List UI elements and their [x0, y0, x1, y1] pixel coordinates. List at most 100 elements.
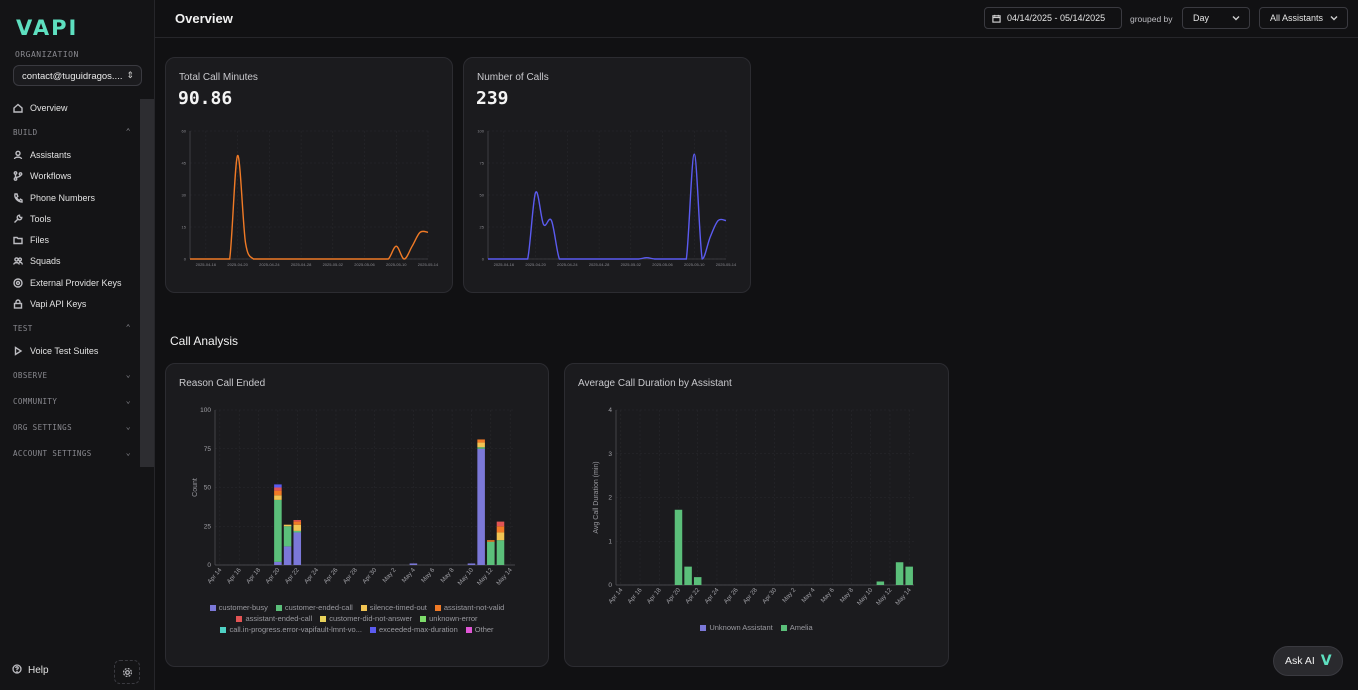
- x-tick-label: Apr 22: [284, 566, 301, 585]
- legend-row: Unknown Assistant Amelia: [569, 623, 944, 632]
- sidebar-item-label: Voice Test Suites: [30, 346, 99, 356]
- legend-item[interactable]: call.in-progress.error-vapifault-lmnt-vo…: [220, 625, 362, 634]
- sidebar-item-files[interactable]: Files: [12, 231, 49, 249]
- x-tick-label: Apr 16: [226, 566, 243, 585]
- x-tick-label: 2025-04-24: [259, 262, 280, 267]
- assistant-filter-value: All Assistants: [1270, 13, 1324, 23]
- bar-segment: [477, 439, 485, 443]
- date-range-picker[interactable]: 04/14/2025 - 05/14/2025: [984, 7, 1122, 29]
- section-observe-label: OBSERVE: [13, 371, 48, 380]
- x-tick-label: May 6: [420, 566, 437, 584]
- help-link[interactable]: Help: [12, 664, 49, 677]
- sidebar-item-label: Overview: [30, 103, 68, 113]
- x-tick-label: 2025-04-20: [227, 262, 248, 267]
- legend-swatch: [780, 624, 787, 631]
- x-tick-label: Apr 14: [206, 566, 223, 585]
- legend-item[interactable]: Unknown Assistant: [700, 623, 773, 632]
- section-build[interactable]: BUILD ⌃: [13, 127, 131, 137]
- section-test[interactable]: TEST ⌃: [13, 323, 131, 333]
- sidebar-item-workflows[interactable]: Workflows: [12, 167, 71, 185]
- legend-item[interactable]: customer-busy: [209, 603, 268, 612]
- sidebar-item-tools[interactable]: Tools: [12, 210, 51, 228]
- section-org-settings[interactable]: ORG SETTINGS ⌄: [13, 422, 131, 432]
- x-tick-label: Apr 18: [646, 586, 663, 605]
- x-tick-label: Apr 28: [342, 566, 359, 585]
- legend-item[interactable]: customer-ended-call: [275, 603, 353, 612]
- legend-label: customer-busy: [218, 603, 268, 612]
- x-tick-label: 2025-05-06: [652, 262, 673, 267]
- legend-swatch: [220, 626, 227, 633]
- y-tick-label: 50: [204, 485, 212, 492]
- date-range-value: 04/14/2025 - 05/14/2025: [1007, 13, 1106, 23]
- bar-segment: [274, 484, 282, 488]
- x-tick-label: May 14: [495, 566, 514, 586]
- grouped-by-label: grouped by: [1130, 14, 1173, 24]
- legend-label: exceeded-max-duration: [378, 625, 458, 634]
- y-tick-label: 0: [184, 257, 187, 262]
- sidebar-item-overview[interactable]: Overview: [12, 99, 68, 117]
- sidebar-item-voice-test-suites[interactable]: Voice Test Suites: [12, 342, 98, 360]
- section-org-settings-label: ORG SETTINGS: [13, 423, 72, 432]
- legend-label: assistant-not-valid: [443, 603, 505, 612]
- y-tick-label: 30: [182, 193, 187, 198]
- sidebar-item-external-provider-keys[interactable]: External Provider Keys: [12, 274, 122, 292]
- y-axis-label: Count: [192, 478, 199, 497]
- assistant-filter-select[interactable]: All Assistants: [1259, 7, 1348, 29]
- ask-ai-button[interactable]: Ask AI V: [1273, 646, 1343, 676]
- x-tick-label: Apr 22: [684, 586, 701, 605]
- avg-call-duration-chart: 0 1 2 3 4 Avg Call Duration (min) Apr 14 Apr 16…: [593, 407, 914, 607]
- x-tick-label: May 6: [820, 586, 837, 604]
- sidebar-item-assistants[interactable]: Assistants: [12, 146, 71, 164]
- legend-label: Other: [474, 625, 494, 634]
- help-circle-icon: [12, 664, 28, 677]
- x-tick-label: 2025-04-28: [589, 262, 610, 267]
- legend-item[interactable]: Other: [465, 625, 494, 634]
- sidebar-item-squads[interactable]: Squads: [12, 252, 61, 270]
- section-community[interactable]: COMMUNITY ⌄: [13, 396, 131, 406]
- chevron-down-icon: ⌄: [125, 422, 131, 431]
- y-tick-label: 25: [480, 225, 485, 230]
- total-call-minutes-card: Total Call Minutes 90.86: [165, 57, 453, 293]
- x-tick-label: May 8: [439, 566, 456, 584]
- chevron-up-icon: ⌃: [125, 323, 131, 332]
- group-by-select[interactable]: Day: [1182, 7, 1250, 29]
- legend-item[interactable]: Amelia: [780, 623, 813, 632]
- users-icon: [12, 255, 24, 267]
- bar-segment: [674, 509, 683, 585]
- legend-item[interactable]: unknown-error: [420, 614, 478, 623]
- gear-icon: [122, 667, 132, 677]
- x-tick-label: Apr 26: [723, 586, 740, 605]
- legend-item[interactable]: assistant-ended-call: [236, 614, 312, 623]
- x-tick-label: 2025-04-16: [494, 262, 515, 267]
- legend-label: customer-ended-call: [284, 603, 353, 612]
- sidebar-item-phone-numbers[interactable]: Phone Numbers: [12, 189, 95, 207]
- settings-button[interactable]: [114, 660, 140, 684]
- x-tick-label: May 12: [476, 566, 495, 586]
- vapi-logo[interactable]: VAPI: [16, 16, 79, 40]
- organization-select[interactable]: contact@tuguidragos.... ⇕: [13, 65, 142, 86]
- legend-item[interactable]: assistant-not-valid: [434, 603, 505, 612]
- sidebar-item-label: Phone Numbers: [30, 193, 96, 203]
- section-observe[interactable]: OBSERVE ⌄: [13, 370, 131, 380]
- sidebar-item-label: Workflows: [30, 171, 72, 181]
- legend-item[interactable]: silence-timed-out: [360, 603, 427, 612]
- x-tick-label: May 10: [856, 586, 875, 606]
- sidebar-scrollbar[interactable]: [140, 99, 154, 467]
- legend-item[interactable]: exceeded-max-duration: [369, 625, 458, 634]
- bar-segment: [293, 524, 302, 531]
- section-account-settings[interactable]: ACCOUNT SETTINGS ⌄: [13, 448, 131, 458]
- avg-call-duration-legend: Unknown Assistant Amelia: [569, 623, 944, 634]
- legend-label: assistant-ended-call: [245, 614, 313, 623]
- card-title: Number of Calls: [477, 72, 549, 83]
- sidebar-item-vapi-api-keys[interactable]: Vapi API Keys: [12, 295, 86, 313]
- lock-icon: [12, 298, 24, 310]
- y-axis-label: Avg Call Duration (min): [593, 461, 600, 533]
- card-title: Total Call Minutes: [179, 72, 258, 83]
- card-title: Average Call Duration by Assistant: [578, 378, 732, 389]
- x-tick-label: Apr 18: [245, 566, 262, 585]
- x-tick-label: May 12: [875, 586, 894, 606]
- group-by-value: Day: [1193, 13, 1210, 23]
- x-tick-label: May 14: [894, 586, 913, 606]
- legend-item[interactable]: customer-did-not-answer: [320, 614, 412, 623]
- home-icon: [12, 102, 24, 114]
